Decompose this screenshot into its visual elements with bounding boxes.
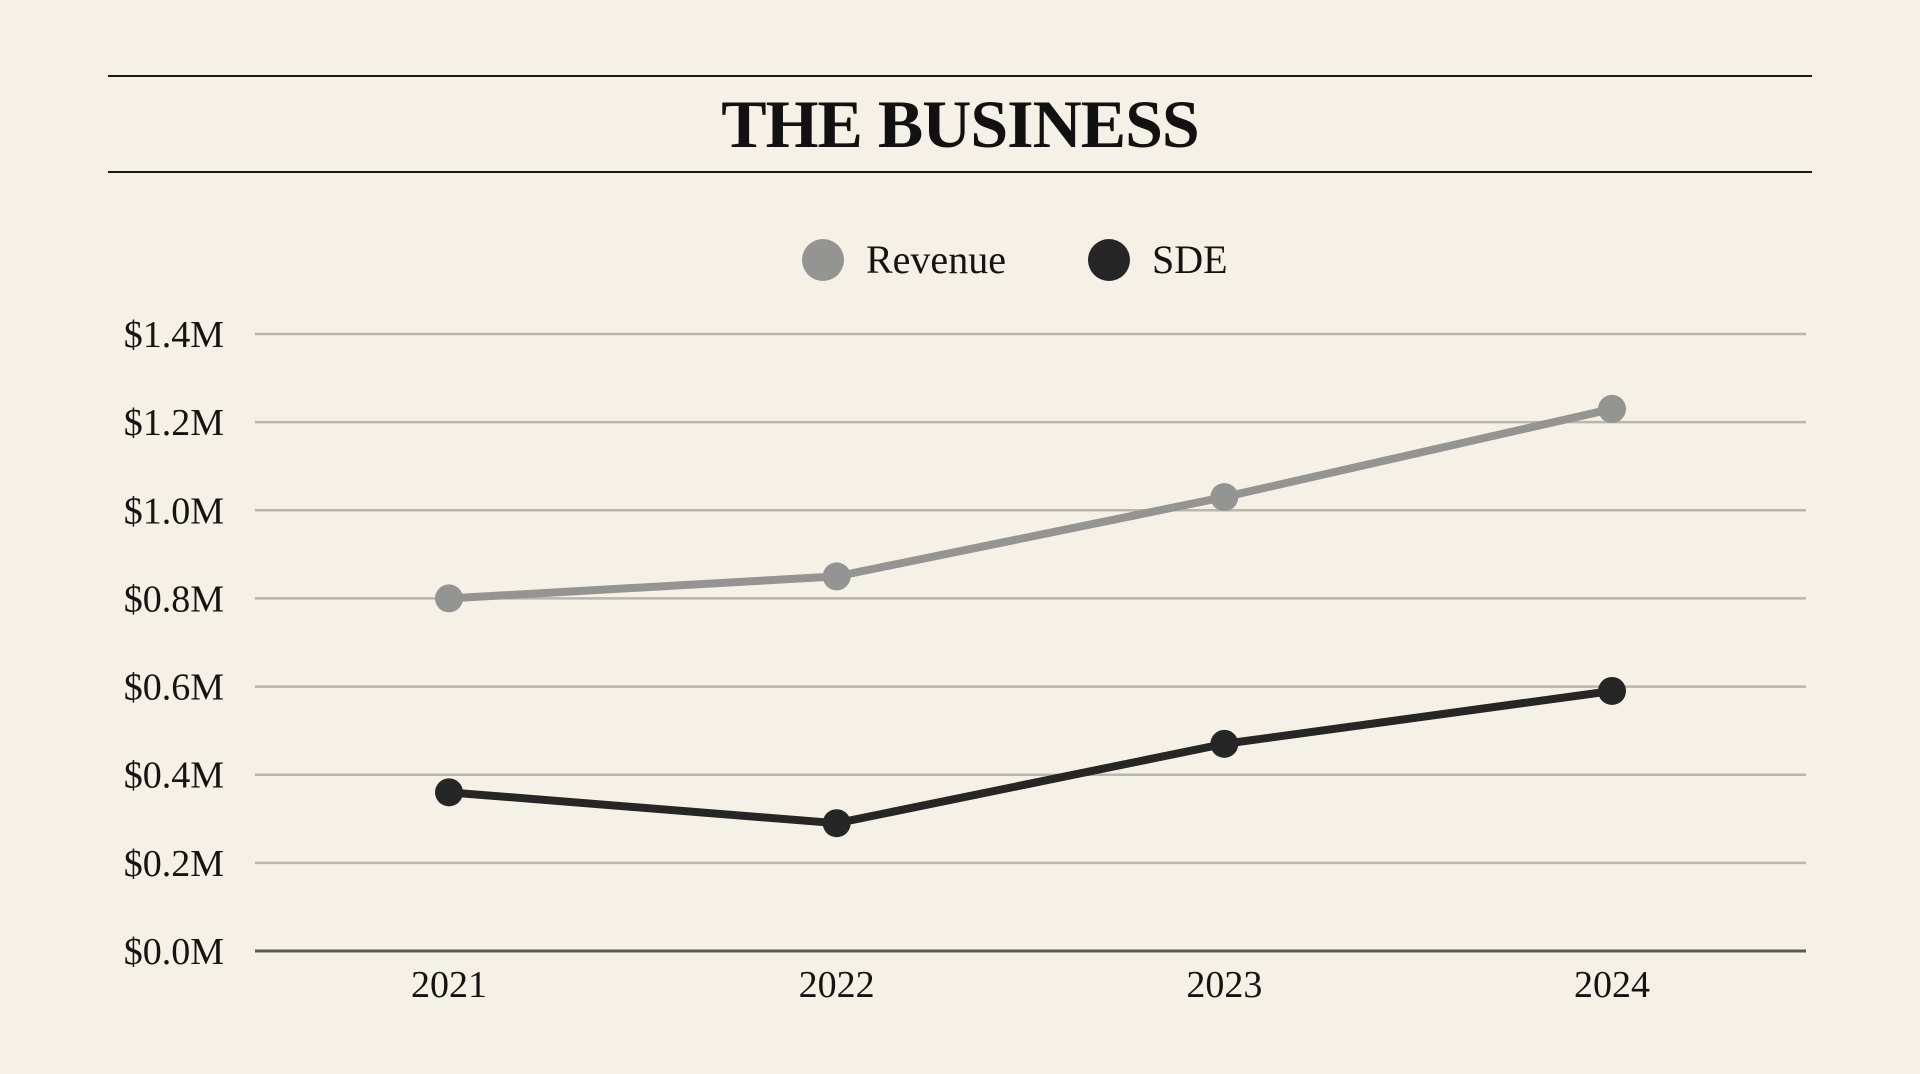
title-bottom-rule — [108, 171, 1812, 173]
chart-title: THE BUSINESS — [721, 86, 1199, 162]
revenue-line — [445, 404, 1616, 603]
title-top-rule — [108, 75, 1812, 77]
y-tick-label: $0.4M — [124, 755, 224, 797]
gridlines — [255, 332, 1806, 953]
x-tick-label: 2022 — [799, 964, 875, 1006]
x-tick-label: 2024 — [1574, 964, 1650, 1006]
legend-label-sde: SDE — [1152, 237, 1228, 282]
legend-marker-revenue — [802, 239, 844, 281]
y-tick-label: $1.2M — [124, 402, 224, 444]
revenue-point-2022 — [822, 562, 851, 591]
legend: Revenue SDE — [802, 237, 1228, 282]
revenue-point-2023 — [1210, 483, 1239, 512]
x-tick-label: 2021 — [411, 964, 487, 1006]
y-tick-label: $0.6M — [124, 667, 224, 709]
sde-point-2022 — [822, 809, 851, 838]
y-tick-label: $1.4M — [124, 314, 224, 356]
series-lines — [435, 394, 1626, 838]
y-tick-label: $1.0M — [124, 490, 224, 532]
sde-point-2021 — [435, 778, 463, 807]
y-tick-label: $0.2M — [124, 843, 224, 885]
sde-point-2023 — [1210, 729, 1239, 758]
legend-label-revenue: Revenue — [866, 237, 1006, 282]
y-axis-tick-labels: $0.0M $0.2M $0.4M $0.6M $0.8M $1.0M $1.2M $1.4M — [124, 314, 224, 973]
x-axis-tick-labels: 2021 2022 2023 2024 — [411, 964, 1650, 1006]
legend-marker-sde — [1088, 239, 1130, 281]
revenue-point-2024 — [1598, 394, 1626, 423]
y-tick-label: $0.0M — [124, 931, 224, 973]
y-tick-label: $0.8M — [124, 578, 224, 620]
sde-point-2024 — [1598, 676, 1626, 705]
revenue-point-2021 — [435, 584, 463, 613]
sde-line — [445, 686, 1616, 828]
x-tick-label: 2023 — [1186, 964, 1262, 1006]
